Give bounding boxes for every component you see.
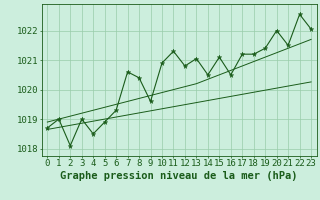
X-axis label: Graphe pression niveau de la mer (hPa): Graphe pression niveau de la mer (hPa) [60, 171, 298, 181]
